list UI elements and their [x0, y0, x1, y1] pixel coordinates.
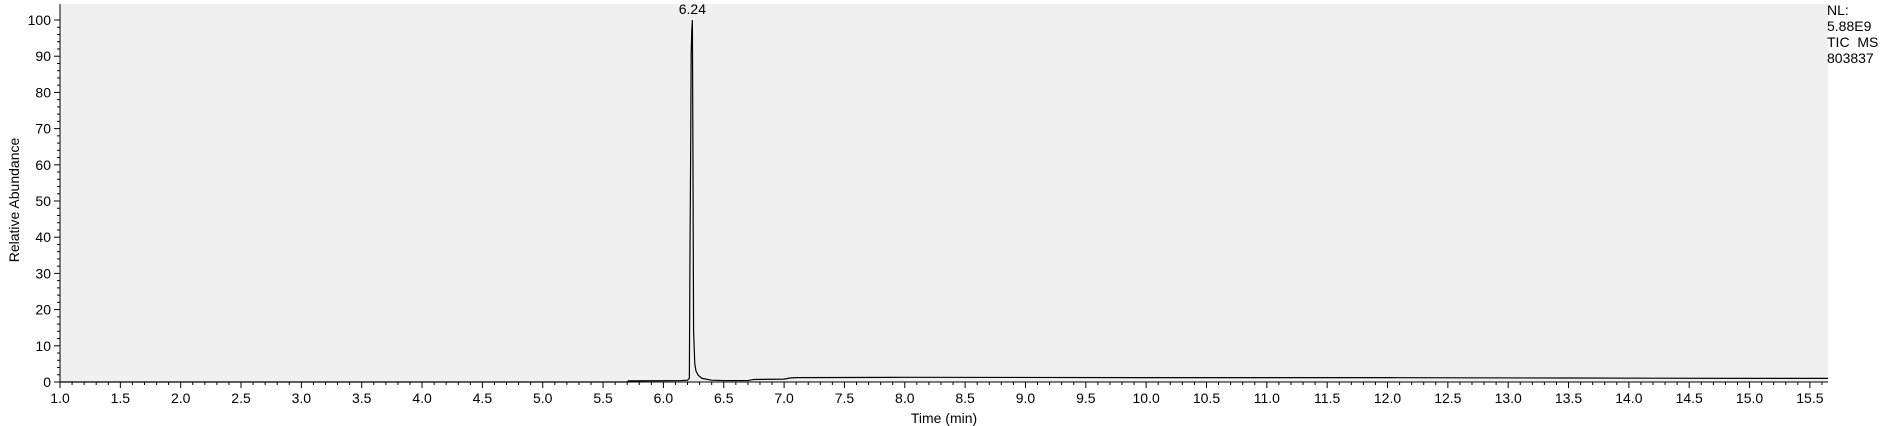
nl-value: 5.88E9	[1827, 18, 1872, 34]
x-tick-label: 2.0	[171, 390, 191, 406]
x-tick-label: 11.5	[1314, 390, 1340, 406]
x-tick-label: 5.5	[593, 390, 613, 406]
x-tick-label: 6.5	[714, 390, 734, 406]
x-tick-label: 5.0	[533, 390, 553, 406]
x-tick-label: 6.0	[654, 390, 674, 406]
x-tick-label: 15.5	[1796, 390, 1823, 406]
x-tick-label: 10.0	[1133, 390, 1160, 406]
y-tick-label: 100	[28, 12, 52, 28]
x-tick-label: 7.0	[774, 390, 794, 406]
info-panel: NL: 5.88E9 TIC MS 803837	[1827, 2, 1878, 66]
x-tick-label: 14.5	[1676, 390, 1703, 406]
x-tick-label: 9.0	[1016, 390, 1036, 406]
y-tick-label: 90	[35, 48, 51, 64]
y-tick-label: 0	[43, 374, 51, 390]
x-tick-label: 7.5	[835, 390, 855, 406]
x-axis-ticks: 1.0 1.5 2.0 2.5 3.0 3.5 4.0 4.5 5.0 5.5 6.0 6.5 7.0 7…	[50, 382, 1824, 406]
x-tick-label: 15.0	[1736, 390, 1763, 406]
y-tick-label: 30	[35, 265, 51, 281]
peak-label: 6.24	[679, 1, 706, 17]
y-axis-ticks: 0 10 20 30 40 50 60 70 80 90 100	[28, 12, 60, 390]
x-axis-title: Time (min)	[911, 410, 977, 426]
y-tick-label: 10	[35, 338, 51, 354]
scan-filter: TIC MS	[1827, 34, 1879, 50]
x-tick-label: 12.5	[1434, 390, 1461, 406]
y-tick-label: 60	[35, 157, 51, 173]
x-tick-label: 8.5	[955, 390, 975, 406]
x-tick-label: 12.0	[1374, 390, 1401, 406]
y-axis-title: Relative Abundance	[6, 138, 22, 263]
x-tick-label: 3.5	[352, 390, 372, 406]
y-tick-label: 80	[35, 84, 51, 100]
x-tick-label: 4.0	[412, 390, 432, 406]
y-tick-label: 40	[35, 229, 51, 245]
x-tick-label: 1.5	[111, 390, 131, 406]
x-tick-label: 14.0	[1615, 390, 1642, 406]
plot-area	[60, 4, 1828, 382]
x-tick-label: 13.0	[1495, 390, 1522, 406]
y-tick-label: 20	[35, 302, 51, 318]
y-tick-label: 50	[35, 193, 51, 209]
x-tick-label: 13.5	[1555, 390, 1582, 406]
x-tick-label: 8.0	[895, 390, 915, 406]
x-tick-label: 2.5	[231, 390, 251, 406]
x-tick-label: 1.0	[50, 390, 70, 406]
x-tick-label: 10.5	[1193, 390, 1220, 406]
x-tick-label: 11.0	[1254, 390, 1280, 406]
nl-label: NL:	[1827, 2, 1849, 18]
sample-id: 803837	[1827, 50, 1874, 66]
x-tick-label: 9.5	[1076, 390, 1096, 406]
x-tick-label: 4.5	[473, 390, 493, 406]
y-tick-label: 70	[35, 121, 51, 137]
series-line-tic	[60, 19, 1828, 383]
x-tick-label: 3.0	[292, 390, 312, 406]
